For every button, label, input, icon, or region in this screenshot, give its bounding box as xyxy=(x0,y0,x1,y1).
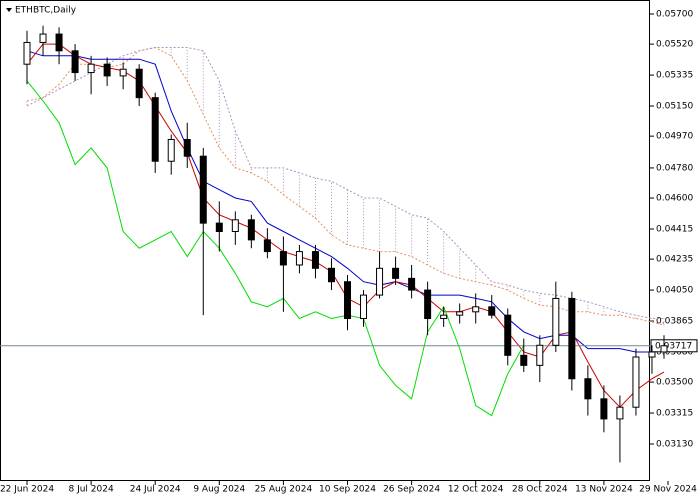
y-tick-label: 0.05520 xyxy=(656,40,693,50)
current-price-label: 0.03717 xyxy=(655,341,692,351)
candle-body xyxy=(616,406,624,420)
candle-body xyxy=(135,68,143,99)
candle-body xyxy=(263,239,271,253)
x-tick-label: 12 Oct 2024 xyxy=(448,485,504,495)
y-tick-label: 0.03680 xyxy=(656,347,693,357)
y-tick-label: 0.03130 xyxy=(656,440,693,450)
candle-body xyxy=(392,267,400,279)
candle-body xyxy=(552,297,560,346)
candle-body xyxy=(360,294,368,320)
x-tick-label: 25 Aug 2024 xyxy=(255,485,313,495)
y-tick-label: 0.04780 xyxy=(656,163,693,173)
x-tick-label: 10 Sep 2024 xyxy=(319,485,376,495)
x-tick-label: 13 Nov 2024 xyxy=(575,485,633,495)
x-tick-label: 22 Jun 2024 xyxy=(0,485,54,495)
candle-body xyxy=(183,138,191,157)
candle-body xyxy=(660,345,668,353)
candle-body xyxy=(472,306,480,313)
candle-body xyxy=(87,63,95,74)
candle-body xyxy=(119,68,127,77)
candle-body xyxy=(440,314,448,320)
candle-body xyxy=(151,97,159,162)
candle-body xyxy=(456,311,464,316)
indicator-line xyxy=(26,50,665,353)
y-tick-label: 0.05335 xyxy=(656,71,693,81)
x-tick-label: 29 Nov 2024 xyxy=(639,485,697,495)
span-a xyxy=(26,46,665,326)
candle-body xyxy=(584,378,592,400)
candle-body xyxy=(408,277,416,291)
candle-body xyxy=(71,50,79,74)
chart-title: ETHBTC,Daily xyxy=(15,6,77,16)
x-tick-label: 9 Aug 2024 xyxy=(193,485,245,495)
candle-body xyxy=(488,306,496,316)
candle-body xyxy=(167,138,175,162)
plot-frame xyxy=(0,0,650,481)
span-b xyxy=(26,47,664,319)
candle-body xyxy=(279,251,287,266)
y-tick-label: 0.04970 xyxy=(656,132,693,142)
y-tick-label: 0.04600 xyxy=(656,194,693,204)
y-tick-label: 0.04050 xyxy=(656,286,693,296)
y-tick-label: 0.03500 xyxy=(656,378,693,388)
candle-body xyxy=(103,63,111,77)
candle-body xyxy=(231,219,239,233)
candle-body xyxy=(504,314,512,356)
indicator-line xyxy=(26,80,525,417)
candle-body xyxy=(55,33,63,52)
candle-body xyxy=(376,267,384,296)
candle-body xyxy=(600,398,608,420)
candle-body xyxy=(648,351,656,358)
candle-body xyxy=(344,281,351,320)
candle-body xyxy=(199,155,207,224)
candle-body xyxy=(632,356,640,408)
menu-arrow[interactable] xyxy=(6,8,12,12)
x-tick-label: 24 Jul 2024 xyxy=(130,485,181,495)
x-tick-label: 8 Jul 2024 xyxy=(68,485,113,495)
candle-body xyxy=(311,251,319,269)
candle-body xyxy=(39,33,47,43)
candle-body xyxy=(568,297,576,380)
y-tick-label: 0.04415 xyxy=(656,225,693,235)
candle-body xyxy=(327,267,335,283)
y-tick-label: 0.05700 xyxy=(656,10,693,20)
y-tick-label: 0.03865 xyxy=(656,317,693,327)
candle-body xyxy=(424,289,432,320)
x-tick-label: 26 Sep 2024 xyxy=(383,485,440,495)
y-tick-label: 0.03315 xyxy=(656,409,693,419)
candle-body xyxy=(536,344,544,366)
candle-body xyxy=(295,251,303,266)
candle-body xyxy=(247,219,255,241)
y-tick-label: 0.04235 xyxy=(656,255,693,265)
candle-body xyxy=(215,222,223,233)
candle-body xyxy=(520,354,528,366)
candle-body xyxy=(23,41,31,65)
x-tick-label: 28 Oct 2024 xyxy=(512,485,568,495)
y-tick-label: 0.05150 xyxy=(656,102,693,112)
